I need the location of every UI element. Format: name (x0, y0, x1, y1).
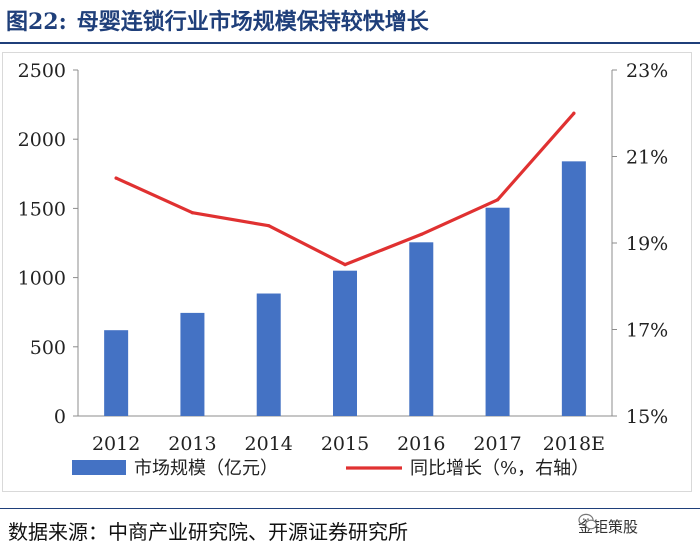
chart-frame (2, 52, 692, 492)
figure-header: 图22: 母婴连锁行业市场规模保持较快增长 (0, 0, 700, 44)
bar (333, 270, 357, 416)
growth-point (267, 224, 271, 228)
x-tick-label: 2017 (473, 433, 521, 455)
bar (256, 293, 281, 416)
watermark: 金钜策股 (578, 512, 638, 540)
y-right-tick-label: 17% (626, 320, 668, 342)
bar (180, 312, 205, 416)
x-tick-label: 2015 (321, 433, 369, 455)
y-left-tick-label: 1000 (18, 268, 66, 290)
bar (409, 242, 434, 416)
y-right-tick-label: 21% (626, 147, 668, 169)
growth-point (419, 232, 423, 236)
y-left-tick-label: 0 (54, 406, 66, 428)
x-tick-label: 2014 (245, 433, 293, 455)
source-divider (0, 508, 700, 509)
growth-point (495, 198, 500, 202)
growth-point (343, 263, 347, 267)
growth-point (190, 211, 195, 215)
combo-chart: 0 500 1000 1500 2000 2500 15% 17% 19% 21% 23% 2012 2… (18, 60, 669, 479)
growth-point (114, 176, 118, 180)
x-tick-label: 2018E (543, 433, 605, 455)
y-left-tick-label: 2000 (18, 129, 66, 151)
x-tick-label: 2012 (92, 433, 140, 455)
source-note: 数据来源：中商产业研究院、开源证券研究所 (8, 520, 408, 544)
y-right-tick-label: 19% (626, 233, 668, 255)
y-left-tick-label: 1500 (18, 198, 66, 220)
title-divider (0, 42, 700, 44)
legend-label-line: 同比增长（%，右轴） (410, 458, 589, 479)
bar (485, 207, 510, 416)
figure-title: 图22: 母婴连锁行业市场规模保持较快增长 (6, 4, 429, 36)
y-right-tick-label: 15% (626, 406, 668, 428)
legend-label-bar: 市场规模（亿元） (134, 458, 278, 479)
figure-label: 图22: (6, 9, 67, 35)
x-tick-label: 2016 (397, 433, 445, 455)
wechat-icon (578, 513, 598, 530)
legend-swatch-bar (72, 460, 126, 475)
x-tick-label: 2013 (168, 433, 216, 455)
figure-title-text: 母婴连锁行业市场规模保持较快增长 (76, 9, 429, 35)
y-right-tick-label: 23% (626, 60, 668, 82)
bar (104, 330, 129, 416)
y-left-tick-label: 500 (30, 337, 66, 359)
y-left-tick-label: 2500 (18, 60, 66, 82)
growth-point (572, 111, 576, 115)
bar (561, 161, 586, 416)
